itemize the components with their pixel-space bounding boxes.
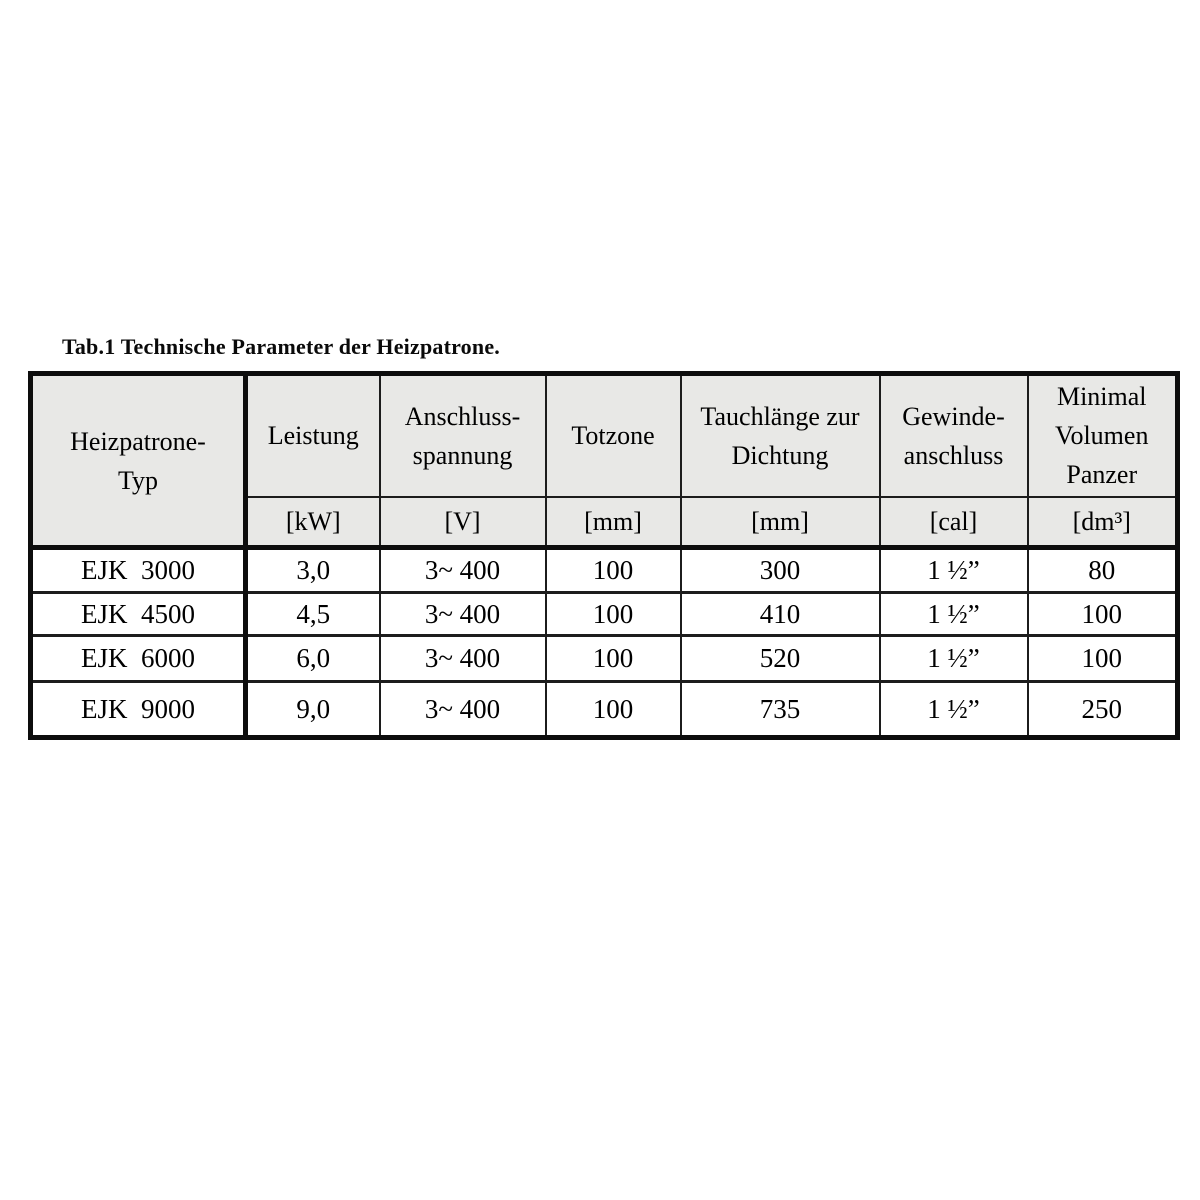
table-row-ejk-4500: EJK 4500 4,5 3~ 400 100 410 1 ½” 100 xyxy=(29,591,1179,637)
data-cell-type: EJK 6000 xyxy=(29,634,248,683)
data-cell-type: EJK 9000 xyxy=(29,680,248,739)
data-cell-spannung: 3~ 400 xyxy=(378,546,547,594)
table-row-ejk-3000: EJK 3000 3,0 3~ 400 100 300 1 ½” 80 xyxy=(29,546,1179,594)
data-cell-volumen: 80 xyxy=(1026,546,1179,594)
header-row: Heizpatrone- Typ Leistung Anschluss- spa… xyxy=(29,372,1179,550)
technical-parameters-table: Heizpatrone- Typ Leistung Anschluss- spa… xyxy=(28,371,1180,740)
data-cell-type: EJK 4500 xyxy=(29,591,248,637)
data-cell-gewinde: 1 ½” xyxy=(878,591,1029,637)
data-cell-tauchlaenge: 520 xyxy=(679,634,881,683)
table-row-ejk-9000: EJK 9000 9,0 3~ 400 100 735 1 ½” 250 xyxy=(29,680,1179,739)
unit-cell-totzone: [mm] xyxy=(544,495,682,550)
data-cell-leistung: 4,5 xyxy=(244,591,381,637)
data-cell-tauchlaenge: 410 xyxy=(679,591,881,637)
data-cell-leistung: 3,0 xyxy=(244,546,381,594)
data-cell-volumen: 100 xyxy=(1026,634,1179,683)
table-row-ejk-6000: EJK 6000 6,0 3~ 400 100 520 1 ½” 100 xyxy=(29,634,1179,683)
data-cell-spannung: 3~ 400 xyxy=(378,634,547,683)
data-cell-totzone: 100 xyxy=(544,680,682,739)
header-cell-minimal-volumen: Minimal Volumen Panzer xyxy=(1026,372,1179,498)
data-cell-spannung: 3~ 400 xyxy=(378,680,547,739)
unit-cell-gewindeanschluss: [cal] xyxy=(878,495,1029,550)
table-caption: Tab.1 Technische Parameter der Heizpatro… xyxy=(62,334,500,359)
header-cell-heizpatrone-typ: Heizpatrone- Typ xyxy=(29,372,248,550)
header-cell-leistung: Leistung xyxy=(244,372,381,498)
data-cell-type: EJK 3000 xyxy=(29,546,248,594)
data-cell-volumen: 100 xyxy=(1026,591,1179,637)
data-cell-gewinde: 1 ½” xyxy=(878,546,1029,594)
data-cell-leistung: 9,0 xyxy=(244,680,381,739)
unit-cell-leistung: [kW] xyxy=(244,495,381,550)
data-cell-tauchlaenge: 735 xyxy=(679,680,881,739)
data-cell-totzone: 100 xyxy=(544,546,682,594)
data-cell-leistung: 6,0 xyxy=(244,634,381,683)
data-cell-totzone: 100 xyxy=(544,591,682,637)
data-cell-tauchlaenge: 300 xyxy=(679,546,881,594)
data-cell-gewinde: 1 ½” xyxy=(878,634,1029,683)
header-cell-tauchlaenge: Tauchlänge zur Dichtung xyxy=(679,372,881,498)
data-cell-totzone: 100 xyxy=(544,634,682,683)
data-cell-spannung: 3~ 400 xyxy=(378,591,547,637)
unit-cell-minimal-volumen: [dm³] xyxy=(1026,495,1179,550)
data-cell-volumen: 250 xyxy=(1026,680,1179,739)
unit-cell-anschlussspannung: [V] xyxy=(378,495,547,550)
header-cell-totzone: Totzone xyxy=(544,372,682,498)
header-cell-gewindeanschluss: Gewinde- anschluss xyxy=(878,372,1029,498)
unit-cell-tauchlaenge: [mm] xyxy=(679,495,881,550)
units-row: [kW] [V] [mm] [mm] [cal] [dm³] xyxy=(31,495,1179,550)
data-cell-gewinde: 1 ½” xyxy=(878,680,1029,739)
header-cell-anschlussspannung: Anschluss- spannung xyxy=(378,372,547,498)
